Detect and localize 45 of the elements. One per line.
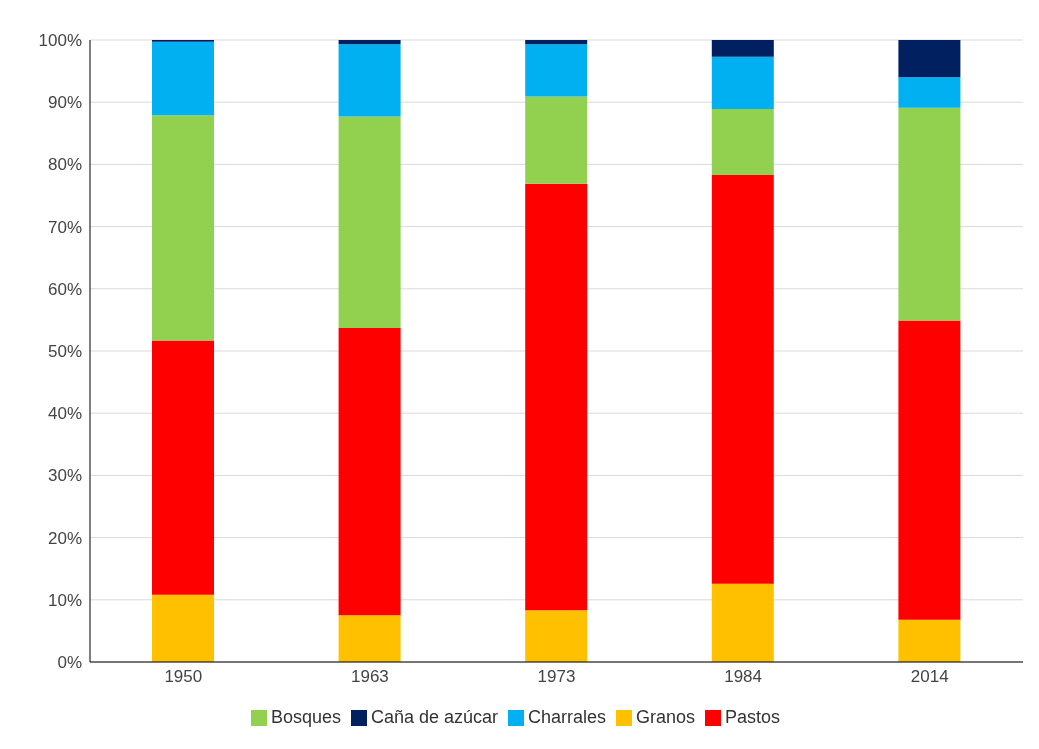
legend-label: Charrales	[528, 707, 607, 727]
bar	[525, 610, 588, 662]
bar	[898, 107, 961, 321]
bar	[152, 41, 214, 116]
x-tick-label: 2014	[910, 667, 949, 687]
bar	[711, 583, 774, 662]
x-tick-label: 1950	[164, 667, 203, 687]
bar	[338, 40, 401, 45]
bar	[711, 56, 774, 110]
legend-label: Pastos	[725, 707, 781, 727]
y-tick-label: 80%	[47, 155, 82, 175]
y-tick-label: 0%	[57, 653, 82, 673]
bar	[898, 40, 961, 78]
y-tick-label: 10%	[47, 590, 82, 610]
y-tick-label: 70%	[47, 217, 82, 237]
bar	[338, 44, 401, 117]
legend-label: Granos	[636, 707, 696, 727]
bar	[898, 320, 961, 620]
bar	[338, 327, 401, 616]
x-tick-label: 1963	[350, 667, 389, 687]
bar	[338, 116, 401, 328]
bar	[711, 174, 774, 584]
bar	[152, 115, 214, 341]
x-tick-label: 1984	[724, 667, 763, 687]
y-tick-label: 60%	[47, 279, 82, 299]
bar	[525, 40, 588, 45]
bar	[898, 77, 961, 108]
bar	[152, 594, 214, 662]
bar	[711, 40, 774, 57]
bar	[338, 615, 401, 662]
bar	[525, 44, 588, 97]
bar	[152, 340, 214, 595]
bar	[525, 96, 588, 184]
bar	[711, 109, 774, 175]
y-tick-label: 90%	[47, 93, 82, 113]
legend-label: Bosques	[270, 707, 341, 727]
y-tick-label: 50%	[47, 342, 82, 362]
y-tick-label: 40%	[47, 404, 82, 424]
y-tick-label: 20%	[47, 528, 82, 548]
bar	[898, 619, 961, 662]
y-tick-label: 30%	[47, 466, 82, 486]
x-tick-label: 1973	[537, 667, 576, 687]
legend-label: Caña de azúcar	[370, 707, 499, 727]
y-tick-label: 100%	[38, 31, 82, 51]
bar	[525, 183, 588, 611]
